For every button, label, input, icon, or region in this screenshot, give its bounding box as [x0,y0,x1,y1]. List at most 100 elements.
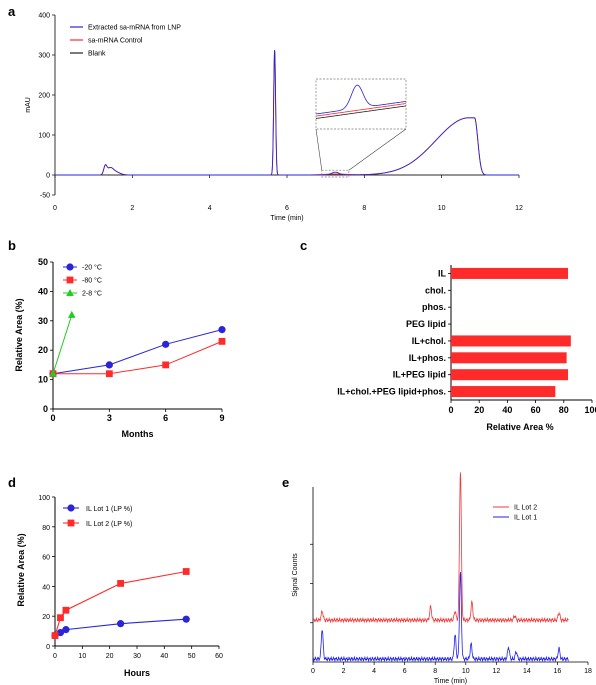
legend-label-b: -20 °C [82,264,102,272]
bar-c [451,335,571,347]
x-tick-label-a: 4 [208,205,212,212]
y-tick-label-a: 300 [38,53,50,60]
legend-label-a: Blank [88,51,106,58]
y-axis-label-a: mAU [25,97,32,113]
x-tick-label-e: 0 [311,668,315,675]
legend-label-e: IL Lot 2 [514,505,537,512]
y-tick-label-d: 40 [42,584,50,591]
x-tick-label-a: 6 [285,205,289,212]
x-tick-label-d: 30 [133,653,141,660]
inset-line-blank [315,105,407,119]
zoom-inset-box [315,78,407,130]
x-tick-label-e: 18 [584,668,592,675]
zoom-connector [315,128,323,171]
chart-e: 0 2 4 6 8 10 12 14 16 18 Time (min) Signal Counts IL… [292,472,592,685]
legend-marker-b [66,276,74,284]
chart-c: 0 20 40 60 80 100 Relative Area % IL chol. phos. P… [337,265,596,432]
x-axis-label-b: Months [122,429,154,439]
data-point-b [162,340,170,348]
y-tick-label-a: 400 [38,13,50,20]
x-tick-label-c: 20 [474,405,484,415]
y-tick-label-d: 20 [42,614,50,621]
legend-marker-d [67,504,75,512]
category-label-c: IL+phos. [409,353,446,363]
y-axis-label-e: Signal Counts [292,553,299,597]
legend-label-a: sa-mRNA Control [88,38,143,45]
y-tick-label-d: 60 [42,555,50,562]
series-line-extracted-sa-mrna [55,50,519,176]
data-point-b [162,361,170,369]
x-tick-label-e: 12 [492,668,500,675]
category-label-c: IL+PEG lipid [393,370,446,380]
data-point-b [67,310,76,318]
zoom-source-box [321,169,350,178]
x-tick-label-a: 12 [515,205,523,212]
x-tick-label-b: 6 [163,413,168,423]
data-point-b [105,370,113,378]
bar-c [451,369,569,381]
y-axis-label-b: Relative Area (%) [14,298,24,371]
category-label-c: phos. [422,302,446,312]
x-axis-label-d: Hours [124,668,150,678]
series-line-sa-mrna-control [55,50,519,176]
y-tick-label-a: 0 [46,173,50,180]
bar-c [451,386,556,398]
legend-label-d: IL Lot 1 (LP %) [86,506,132,513]
y-tick-label-a: -50 [40,193,50,200]
legend-label-a: Extracted sa-mRNA from LNP [88,25,181,32]
x-tick-label-a: 10 [438,205,446,212]
x-tick-label-c: 40 [502,405,512,415]
y-tick-label-a: 100 [38,133,50,140]
x-tick-label-d: 20 [106,653,114,660]
series-line-b [52,314,73,374]
series-line-b [53,340,223,375]
bar-c [451,352,567,364]
y-tick-label-b: 10 [38,375,48,385]
data-point-d [117,620,125,628]
legend-marker-b [66,289,74,296]
x-tick-label-e: 4 [372,668,376,675]
x-tick-label-e: 14 [523,668,531,675]
y-tick-label-d: 100 [38,495,50,502]
chart-d: 0 10 20 30 40 50 60 0 20 40 60 80 100 Hours Relative A… [16,495,223,678]
category-label-c: IL+chol. [412,336,446,346]
inset-line-extracted [315,84,407,115]
x-tick-label-a: 2 [130,205,134,212]
data-point-d [62,626,70,634]
legend-label-b: -80 °C [82,277,102,285]
series-line-e [312,472,569,624]
category-label-c: IL+chol.+PEG lipid+phos. [337,387,446,397]
x-axis-label-e: Time (min) [434,678,467,685]
x-tick-label-e: 16 [554,668,562,675]
bar-c [451,267,569,279]
x-tick-label-e: 8 [433,668,437,675]
data-point-b [218,337,226,345]
panel-label-a: a [8,4,16,19]
inset-line-control [315,103,407,117]
y-tick-label-a: 200 [38,93,50,100]
data-point-b [105,361,113,369]
y-tick-label-d: 80 [42,525,50,532]
category-label-c: PEG lipid [406,319,446,329]
data-point-b [49,369,57,377]
data-point-b [218,326,226,334]
x-tick-label-e: 2 [342,668,346,675]
x-tick-label-d: 10 [78,653,86,660]
data-point-d [51,632,59,639]
y-tick-label-d: 0 [46,644,50,651]
x-tick-label-a: 0 [53,205,57,212]
y-tick-label-b: 40 [38,286,48,296]
y-axis-label-d: Relative Area (%) [16,533,26,606]
x-tick-label-d: 50 [188,653,196,660]
data-point-d [56,628,65,637]
legend-label-e: IL Lot 1 [514,515,537,522]
series-line-b [52,329,223,375]
x-tick-label-c: 60 [531,405,541,415]
y-tick-label-b: 30 [38,316,48,326]
x-tick-label-d: 60 [215,653,223,660]
x-tick-label-e: 6 [403,668,407,675]
y-tick-label-b: 0 [43,404,48,414]
x-tick-label-c: 80 [559,405,569,415]
x-tick-label-d: 0 [53,653,57,660]
